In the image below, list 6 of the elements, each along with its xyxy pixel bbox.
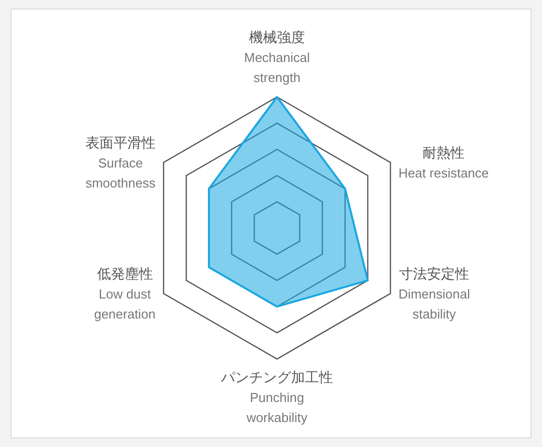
spoke-label: 表面平滑性 Surface smoothness	[85, 134, 156, 190]
spoke-label: 耐熱性 Heat resistance	[398, 144, 489, 180]
spoke-label: 機械強度 Mechanical strength	[244, 29, 310, 85]
spoke-label: 低発塵性 Low dust generation	[94, 266, 156, 322]
spoke-label: 寸法安定性 Dimensional stability	[398, 266, 470, 322]
spoke-label: パンチング加工性 Punching workability	[220, 369, 333, 425]
